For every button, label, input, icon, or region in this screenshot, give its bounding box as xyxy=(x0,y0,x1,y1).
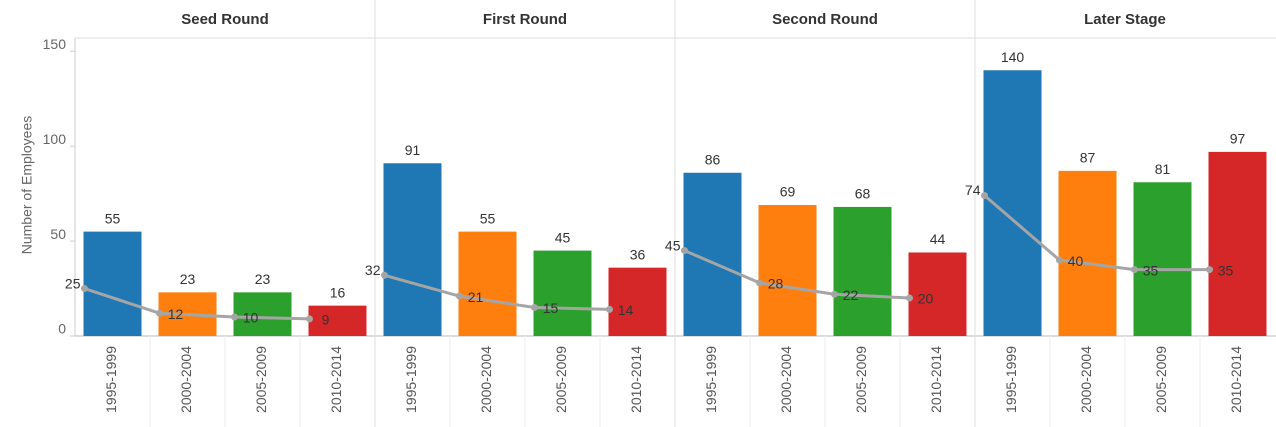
bar-value-label: 23 xyxy=(180,271,196,287)
bar-value-label: 140 xyxy=(1001,49,1025,65)
x-tick-label: 1995-1999 xyxy=(703,346,719,413)
bar-value-label: 81 xyxy=(1155,161,1171,177)
bar xyxy=(1058,170,1117,336)
x-tick-label: 1995-1999 xyxy=(103,346,119,413)
bar-value-label: 87 xyxy=(1080,150,1096,166)
x-tick-label: 2010-2014 xyxy=(328,346,344,413)
y-tick-label: 100 xyxy=(43,131,67,147)
bar xyxy=(1208,151,1267,336)
bar xyxy=(233,292,292,336)
line xyxy=(983,194,1210,272)
line-value-label: 12 xyxy=(168,306,184,322)
line-value-label: 74 xyxy=(965,182,981,198)
line xyxy=(384,273,610,311)
x-tick-label: 1995-1999 xyxy=(403,346,419,413)
panel-title: Later Stage xyxy=(1084,11,1166,28)
line-value-label: 32 xyxy=(365,262,381,278)
bar xyxy=(458,231,517,336)
bar xyxy=(1133,182,1192,336)
y-axis-label: Number of Employees xyxy=(19,116,35,255)
x-tick-label: 2000-2004 xyxy=(478,346,494,413)
bar xyxy=(608,267,667,336)
line-value-label: 35 xyxy=(1218,262,1234,278)
bar-value-label: 23 xyxy=(255,271,271,287)
line-value-label: 10 xyxy=(243,310,259,326)
x-tick-label: 2010-2014 xyxy=(928,346,944,413)
panel-title: Second Round xyxy=(772,11,878,28)
line-value-label: 22 xyxy=(843,287,859,303)
bar-value-label: 16 xyxy=(330,284,346,300)
x-tick-label: 2010-2014 xyxy=(1228,346,1244,413)
line-point xyxy=(381,271,388,279)
x-tick-label: 2005-2009 xyxy=(553,346,569,413)
line-value-label: 45 xyxy=(665,237,681,253)
bar-value-label: 36 xyxy=(630,246,646,262)
bar xyxy=(383,163,442,336)
line xyxy=(84,287,310,321)
line-point xyxy=(831,290,838,298)
panel-title: Seed Round xyxy=(181,11,269,28)
line-point xyxy=(906,294,913,302)
bar xyxy=(908,252,967,336)
y-tick-label: 0 xyxy=(58,321,66,337)
bar-value-label: 45 xyxy=(555,229,571,245)
panel-title: First Round xyxy=(483,11,567,28)
x-tick-label: 2000-2004 xyxy=(1078,346,1094,413)
bar xyxy=(533,250,592,336)
y-tick-label: 150 xyxy=(43,36,67,52)
x-tick-label: 2010-2014 xyxy=(628,346,644,413)
line-point xyxy=(531,304,538,312)
bar-value-label: 44 xyxy=(930,231,946,247)
line-value-label: 25 xyxy=(65,275,81,291)
bar-value-label: 68 xyxy=(855,186,871,202)
bar-value-label: 55 xyxy=(105,210,121,226)
line-value-label: 9 xyxy=(322,312,330,328)
line-value-label: 40 xyxy=(1068,253,1084,269)
bar-value-label: 69 xyxy=(780,184,796,200)
bar xyxy=(83,231,142,336)
bar-value-label: 86 xyxy=(705,151,721,167)
line xyxy=(683,249,910,300)
line-point xyxy=(1056,256,1063,264)
line-point xyxy=(231,313,238,321)
bar-value-label: 97 xyxy=(1230,131,1246,147)
x-tick-label: 2005-2009 xyxy=(853,346,869,413)
bar-value-label: 91 xyxy=(405,142,421,158)
line-point xyxy=(606,305,613,313)
line-value-label: 35 xyxy=(1143,262,1159,278)
line-point xyxy=(981,192,988,200)
line-point xyxy=(456,292,463,300)
line-value-label: 21 xyxy=(468,289,484,305)
line-value-label: 14 xyxy=(618,302,634,318)
x-tick-label: 2000-2004 xyxy=(778,346,794,413)
x-tick-label: 2005-2009 xyxy=(253,346,269,413)
bar xyxy=(833,206,892,336)
line-point xyxy=(1131,266,1138,274)
x-tick-label: 2000-2004 xyxy=(178,346,194,413)
x-tick-label: 1995-1999 xyxy=(1003,346,1019,413)
x-tick-label: 2005-2009 xyxy=(1153,346,1169,413)
line-value-label: 28 xyxy=(768,276,784,292)
line-point xyxy=(81,285,88,293)
line-point xyxy=(306,315,313,323)
line-point xyxy=(756,279,763,287)
y-tick-label: 50 xyxy=(50,226,66,242)
line-point xyxy=(1206,266,1213,274)
line-point xyxy=(681,247,688,255)
line-point xyxy=(156,309,163,317)
line-value-label: 15 xyxy=(543,300,559,316)
bar-value-label: 55 xyxy=(480,210,496,226)
bar xyxy=(308,305,367,336)
bar xyxy=(758,205,817,336)
line-value-label: 20 xyxy=(918,291,934,307)
